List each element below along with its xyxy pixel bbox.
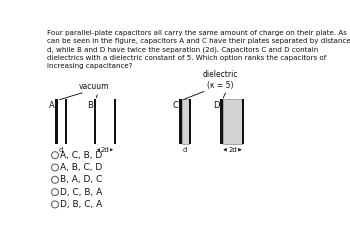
Text: Four parallel-plate capacitors all carry the same amount of charge on their plat: Four parallel-plate capacitors all carry…	[47, 30, 350, 69]
Text: C: C	[173, 101, 178, 110]
Text: D: D	[213, 101, 220, 110]
Text: B, A, D, C: B, A, D, C	[60, 175, 102, 184]
Bar	[220, 99, 223, 144]
Text: D, B, C, A: D, B, C, A	[60, 200, 102, 209]
Text: D, C, B, A: D, C, B, A	[60, 188, 102, 197]
Bar	[189, 99, 191, 144]
Text: dielectric
(κ = 5): dielectric (κ = 5)	[203, 70, 238, 90]
Bar	[65, 99, 67, 144]
Text: A, B, C, D: A, B, C, D	[60, 163, 102, 172]
Text: B: B	[88, 101, 93, 110]
Bar	[113, 99, 116, 144]
Text: A: A	[49, 101, 55, 110]
Bar	[179, 99, 182, 144]
Bar	[242, 99, 244, 144]
Bar	[55, 99, 58, 144]
Bar	[182, 99, 189, 144]
Bar	[223, 99, 242, 144]
Bar	[94, 99, 97, 144]
Text: 2d: 2d	[228, 147, 237, 153]
Text: d: d	[59, 147, 63, 153]
Text: vacuum: vacuum	[79, 82, 109, 91]
Text: d: d	[183, 147, 187, 153]
Text: 2d: 2d	[100, 147, 109, 153]
Text: A, C, B, D: A, C, B, D	[60, 151, 102, 160]
